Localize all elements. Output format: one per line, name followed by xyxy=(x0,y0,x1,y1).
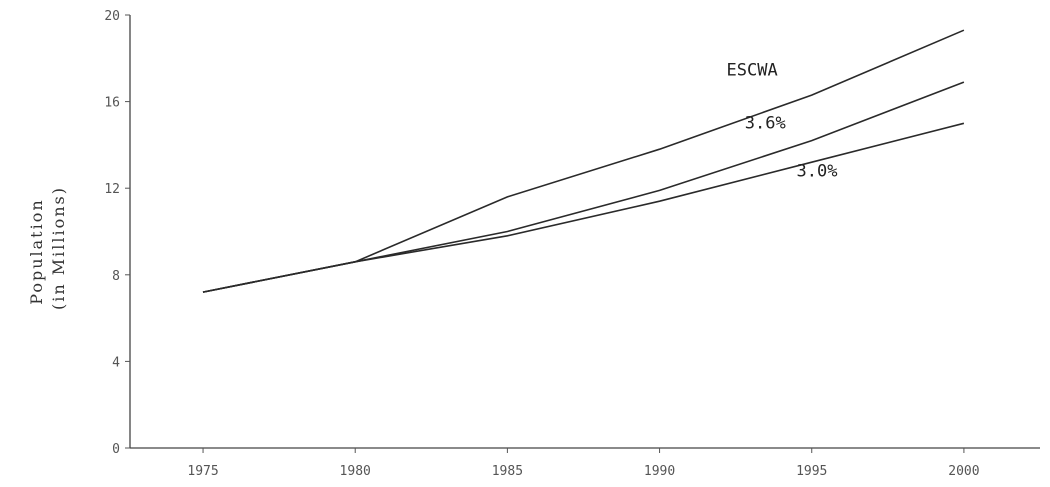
y-tick-label: 4 xyxy=(112,355,120,370)
series-line-escwa xyxy=(202,29,965,293)
y-axis-ticks: 0 4 8 12 16 20 xyxy=(104,9,130,457)
x-axis-ticks: 1975 1980 1985 1990 1995 2000 xyxy=(187,448,980,479)
x-tick-label: 2000 xyxy=(948,464,979,479)
y-axis-title-line-1: Population xyxy=(27,198,46,304)
y-tick-label: 20 xyxy=(104,9,120,24)
x-tick-label: 1975 xyxy=(187,464,218,479)
series-label-3-6: 3.6% xyxy=(745,114,786,134)
axes xyxy=(129,15,1040,449)
x-tick-label: 1990 xyxy=(644,464,675,479)
x-tick-label: 1980 xyxy=(340,464,371,479)
y-tick-label: 16 xyxy=(104,96,120,111)
series-label-3-0: 3.0% xyxy=(797,161,838,181)
y-tick-label: 12 xyxy=(104,182,120,197)
series-label-escwa: ESCWA xyxy=(727,61,778,81)
x-tick-label: 1985 xyxy=(492,464,523,479)
x-tick-label: 1995 xyxy=(796,464,827,479)
series-lines xyxy=(202,29,965,293)
y-tick-label: 8 xyxy=(112,269,120,284)
series-line-3-0 xyxy=(202,122,965,293)
series-labels: ESCWA 3.6% 3.0% xyxy=(727,61,838,182)
y-axis-title-line-2: (in Millions) xyxy=(49,186,68,310)
y-axis-title: Population (in Millions) xyxy=(27,186,68,310)
y-tick-label: 0 xyxy=(112,442,120,457)
series-line-3-6 xyxy=(202,81,965,293)
